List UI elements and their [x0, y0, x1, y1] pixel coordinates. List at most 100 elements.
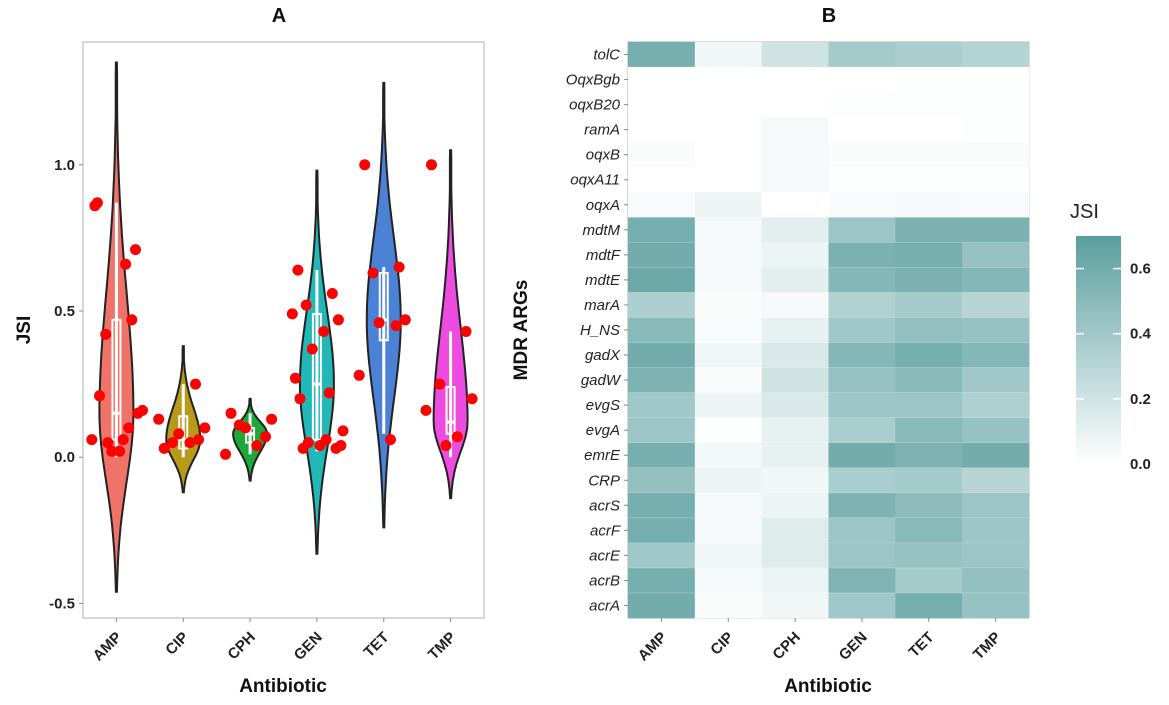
heatmap-cell	[761, 392, 829, 418]
heatmap-cell	[628, 342, 696, 368]
heatmap-cell	[694, 467, 762, 494]
point-cph	[260, 431, 271, 443]
heatmap-cell	[962, 467, 1030, 494]
gene-label: evgA	[586, 422, 620, 439]
box-gen	[311, 312, 322, 441]
heatmap-cell	[828, 217, 896, 243]
heatmap-cell	[828, 142, 896, 168]
colorbar	[1076, 236, 1121, 464]
point-gen	[292, 264, 304, 276]
point-cph	[220, 448, 231, 460]
heatmap-cell	[962, 317, 1030, 343]
heatmap-cell	[628, 442, 696, 469]
heatmap-cell	[828, 367, 896, 393]
jitter-points	[86, 159, 478, 460]
heatmap-cell	[828, 567, 896, 594]
heatmap-cell	[962, 442, 1030, 469]
heatmap-cell	[895, 242, 963, 268]
point-gen	[289, 372, 301, 384]
heatmap-cell	[761, 317, 829, 343]
point-gen	[323, 387, 335, 399]
x-tick-label-b: CPH	[769, 629, 803, 663]
box-tet	[378, 271, 389, 342]
heatmap-cell	[628, 117, 696, 143]
heatmap-cell	[761, 67, 829, 93]
heatmap-cell	[694, 117, 762, 143]
heatmap-cell	[962, 67, 1030, 93]
heatmap-cell	[895, 167, 963, 193]
heatmap-cell	[628, 542, 696, 569]
point-tmp	[420, 404, 432, 416]
point-cph	[266, 413, 278, 425]
heatmap-cell	[895, 192, 963, 218]
heatmap-cell	[828, 592, 896, 619]
heatmap-cell	[694, 592, 762, 619]
y-tick-label-a: -0.5	[49, 595, 75, 612]
point-amp	[106, 445, 118, 457]
heatmap-cell	[628, 417, 696, 443]
point-amp	[102, 437, 114, 449]
y-axis-title-b: MDR ARGs	[511, 280, 532, 381]
heatmap-cell	[962, 117, 1030, 143]
heatmap-cell	[694, 242, 762, 268]
heatmap-cell	[694, 367, 762, 393]
heatmap-cell	[628, 142, 696, 168]
heatmap-cell	[628, 67, 696, 93]
heatmap-cell	[962, 517, 1030, 544]
heatmap-cell	[962, 417, 1030, 443]
heatmap-cell	[761, 292, 829, 318]
heatmap-cell	[962, 167, 1030, 193]
point-tmp	[451, 431, 463, 443]
heatmap-cell	[628, 492, 696, 519]
gene-label: acrE	[589, 547, 621, 564]
heatmap-cell	[895, 67, 963, 93]
heatmap-cell	[962, 592, 1030, 619]
heatmap-cell	[761, 267, 829, 293]
heatmap-cell	[761, 492, 829, 519]
heatmap-cell	[761, 192, 829, 218]
heatmap-cell	[895, 217, 963, 243]
heatmap-cell	[962, 292, 1030, 318]
box-tmp	[445, 386, 456, 435]
point-gen	[300, 299, 312, 311]
heatmap-cell	[895, 142, 963, 168]
heatmap-cell	[828, 192, 896, 218]
point-cip	[184, 437, 196, 449]
heatmap-cell	[628, 592, 696, 619]
heatmap-cell	[828, 492, 896, 519]
heatmap-cell	[761, 367, 829, 393]
point-cph	[225, 407, 237, 419]
heatmap-cell	[962, 217, 1030, 243]
point-tet	[367, 267, 379, 279]
point-tet	[359, 159, 371, 171]
heatmap-cell	[761, 117, 829, 143]
panel-a-title: A	[272, 5, 286, 27]
gene-label: ramA	[584, 122, 620, 139]
point-amp	[117, 434, 129, 446]
heatmap-cell	[761, 417, 829, 443]
heatmap-cell	[694, 392, 762, 418]
point-cip	[167, 437, 178, 449]
heatmap-cell	[628, 292, 696, 318]
point-amp	[114, 445, 125, 457]
heatmap-cell	[895, 467, 963, 494]
heatmap-cell	[628, 167, 696, 193]
gene-label: mdtF	[586, 247, 621, 264]
gene-label: mdtE	[585, 272, 621, 289]
point-tet	[399, 314, 411, 326]
heatmap-cell	[628, 217, 696, 243]
x-tick-label-a: TMP	[425, 629, 459, 663]
heatmap-cell	[828, 317, 896, 343]
point-tmp	[426, 159, 437, 171]
heatmap-cell	[895, 117, 963, 143]
heatmap-cell	[828, 292, 896, 318]
heatmap-cell	[895, 592, 963, 619]
violin-tmp	[432, 149, 469, 500]
heatmap-cell	[694, 442, 762, 469]
violin-chart: A -0.5 0.0 0.5 1.0 AMP CIP CPH GEN TET TMP Antib…	[14, 5, 485, 697]
legend-title: JSI	[1070, 201, 1099, 223]
point-gen	[306, 343, 318, 355]
y-axis-b: tolC OqxBgb oqxB20 ramA oqxB oqxA11 oqxA mdtM md…	[566, 47, 628, 614]
heatmap-cell	[761, 242, 829, 268]
gene-label: acrA	[589, 597, 620, 614]
